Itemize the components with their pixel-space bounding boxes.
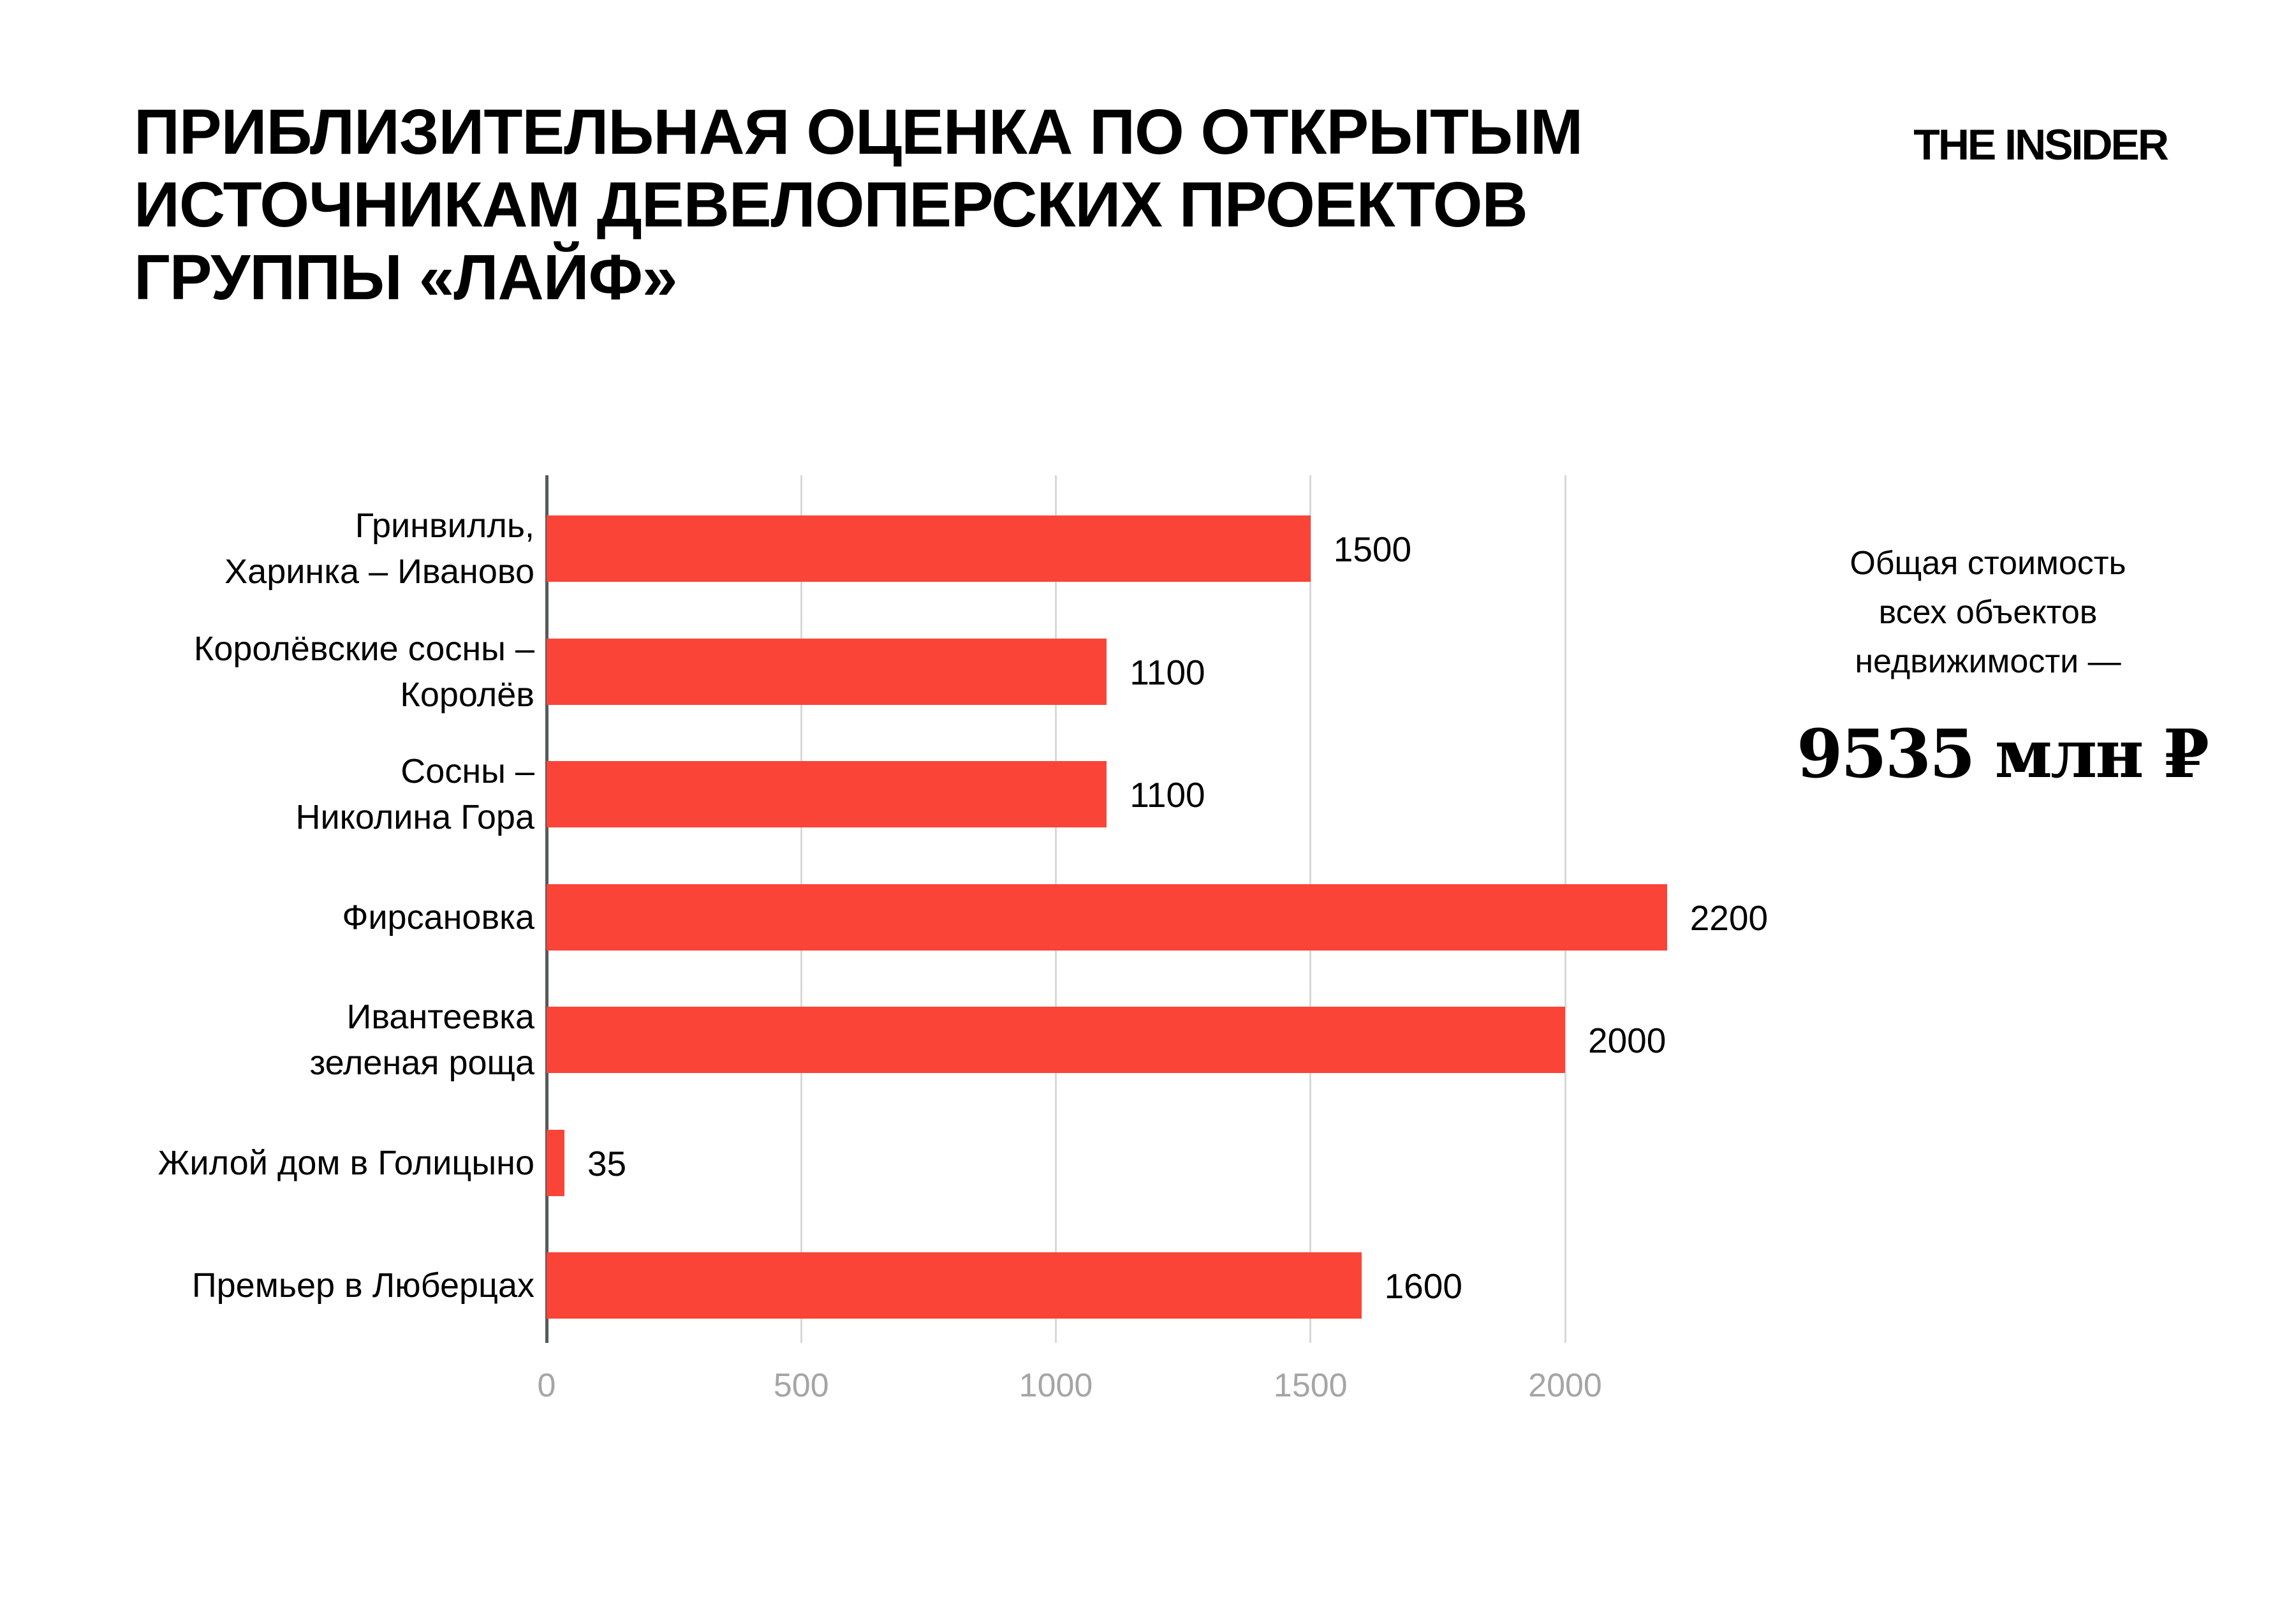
- x-tick-label-0: 0: [537, 1367, 556, 1404]
- bar: [547, 1007, 1565, 1073]
- value-label: 1100: [1130, 652, 1205, 692]
- value-label: 1100: [1130, 775, 1205, 815]
- value-label: 1600: [1384, 1266, 1462, 1306]
- value-label: 1500: [1333, 529, 1412, 569]
- x-tick-label-2000: 2000: [1528, 1367, 1602, 1404]
- category-label: Фирсановка: [342, 898, 534, 937]
- total-annotation-value: 9535 млн ₽: [1797, 714, 2209, 793]
- total-annotation-label: Общая стоимость всех объектов недвижимос…: [1850, 545, 2126, 680]
- category-label: Королёвские сосны – Королёв: [193, 629, 534, 714]
- bar: [547, 761, 1107, 827]
- x-tick-label-500: 500: [773, 1367, 829, 1404]
- bar: [547, 638, 1107, 705]
- bar: [547, 1252, 1362, 1319]
- category-label: Жилой дом в Голицыно: [158, 1143, 534, 1182]
- category-label: Сосны – Николина Гора: [295, 752, 535, 836]
- value-label: 2200: [1689, 898, 1769, 938]
- x-tick-label-1000: 1000: [1019, 1367, 1093, 1404]
- value-label: 35: [587, 1143, 627, 1183]
- category-label: Премьер в Люберцах: [191, 1266, 534, 1305]
- bar: [547, 1129, 564, 1196]
- category-label: Ивантеевка зеленая роща: [309, 998, 534, 1082]
- bar: [547, 515, 1311, 582]
- the-insider-logo: THE INSIDER: [1913, 121, 2169, 169]
- category-label: Гринвилль, Харинка – Иваново: [224, 507, 534, 591]
- x-tick-label-1500: 1500: [1273, 1367, 1348, 1404]
- page-title: ПРИБЛИЗИТЕЛЬНАЯ ОЦЕНКА ПО ОТКРЫТЫМ ИСТОЧ…: [134, 96, 1583, 313]
- bar: [547, 884, 1667, 951]
- value-label: 2000: [1588, 1021, 1667, 1060]
- total-annotation: Общая стоимость всех объектов недвижимос…: [1797, 539, 2209, 793]
